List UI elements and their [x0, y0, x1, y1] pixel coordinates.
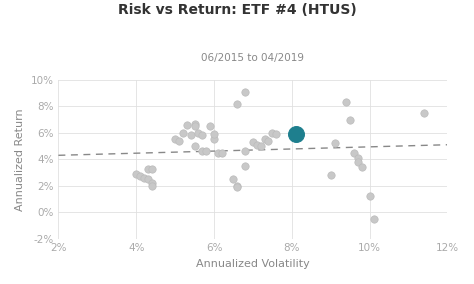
Point: [210, 137, 218, 142]
Point: [257, 144, 264, 148]
Point: [144, 177, 152, 181]
Point: [148, 181, 155, 185]
Point: [132, 172, 140, 176]
Point: [350, 151, 358, 155]
Point: [331, 141, 338, 146]
Point: [253, 143, 261, 147]
Point: [210, 132, 218, 136]
Title: 06/2015 to 04/2019: 06/2015 to 04/2019: [201, 53, 304, 62]
Point: [241, 149, 249, 154]
Point: [234, 183, 241, 188]
Point: [191, 124, 198, 128]
Point: [234, 101, 241, 106]
Point: [137, 174, 144, 179]
Point: [354, 156, 362, 160]
Point: [140, 176, 148, 180]
Point: [327, 173, 335, 178]
X-axis label: Annualized Volatility: Annualized Volatility: [196, 259, 310, 269]
Point: [148, 166, 155, 171]
Point: [264, 139, 272, 143]
Point: [183, 123, 191, 127]
Point: [358, 165, 365, 170]
Point: [343, 100, 350, 105]
Point: [346, 117, 354, 122]
Point: [249, 140, 257, 144]
Point: [366, 194, 374, 199]
Text: Risk vs Return: ETF #4 (HTUS): Risk vs Return: ETF #4 (HTUS): [118, 3, 356, 17]
Point: [144, 166, 152, 171]
Point: [199, 133, 206, 138]
Point: [273, 132, 280, 136]
Point: [269, 131, 276, 135]
Point: [191, 144, 198, 148]
Point: [187, 133, 194, 138]
Point: [202, 149, 210, 154]
Point: [199, 149, 206, 154]
Point: [206, 124, 214, 128]
Point: [234, 185, 241, 189]
Point: [241, 89, 249, 94]
Point: [420, 111, 428, 115]
Point: [214, 151, 222, 155]
Point: [195, 131, 202, 135]
Point: [171, 137, 179, 142]
Point: [230, 177, 237, 181]
Point: [370, 216, 377, 221]
Point: [175, 139, 183, 143]
Point: [148, 183, 155, 188]
Point: [261, 137, 268, 142]
Point: [241, 164, 249, 168]
Point: [218, 151, 226, 155]
Y-axis label: Annualized Return: Annualized Return: [15, 108, 25, 211]
Point: [179, 131, 187, 135]
Point: [292, 132, 300, 136]
Point: [354, 160, 362, 164]
Point: [191, 121, 198, 126]
